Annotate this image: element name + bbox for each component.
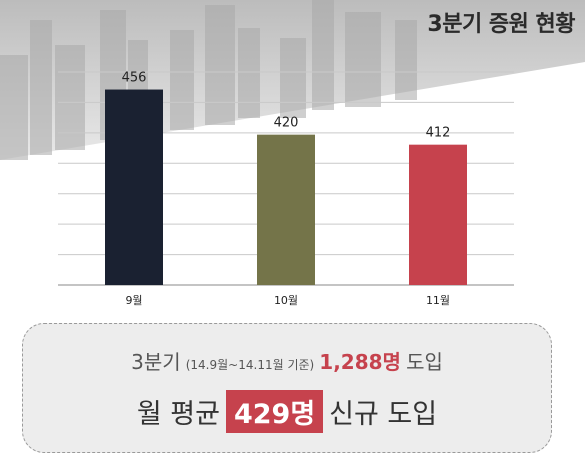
bar-11월	[409, 144, 467, 285]
monthly-avg-label: 월 평균	[136, 399, 220, 430]
data-label: 456	[122, 71, 147, 86]
bars	[105, 89, 467, 286]
data-labels: 456 420 412	[122, 71, 451, 141]
period-note: (14.9월~14.11월 기준)	[185, 358, 315, 372]
monthly-avg-value: 429명	[225, 390, 324, 433]
new-adopt-label: 신규 도입	[329, 399, 438, 430]
bar-9월	[105, 89, 163, 286]
page-title: 3분기 증원 현황	[427, 12, 575, 37]
bar-10월	[257, 134, 315, 285]
adopt-label: 도입	[406, 350, 443, 374]
data-label: 420	[274, 116, 299, 131]
total-value: 1,288명	[319, 350, 401, 374]
bar-chart: 456 420 412 9월 10월 11월	[58, 71, 514, 307]
x-tick-label: 11월	[426, 294, 450, 307]
x-tick-label: 9월	[125, 294, 142, 307]
summary-line-total: 3분기 (14.9월~14.11월 기준) 1,288명 도입	[23, 346, 551, 375]
quarter-label: 3분기	[131, 350, 181, 374]
x-tick-labels: 9월 10월 11월	[125, 294, 450, 307]
data-label: 412	[426, 126, 451, 141]
summary-line-average: 월 평균 429명 신규 도입	[23, 390, 551, 433]
summary-box: 3분기 (14.9월~14.11월 기준) 1,288명 도입 월 평균 429명…	[22, 323, 552, 453]
x-tick-label: 10월	[274, 294, 298, 307]
